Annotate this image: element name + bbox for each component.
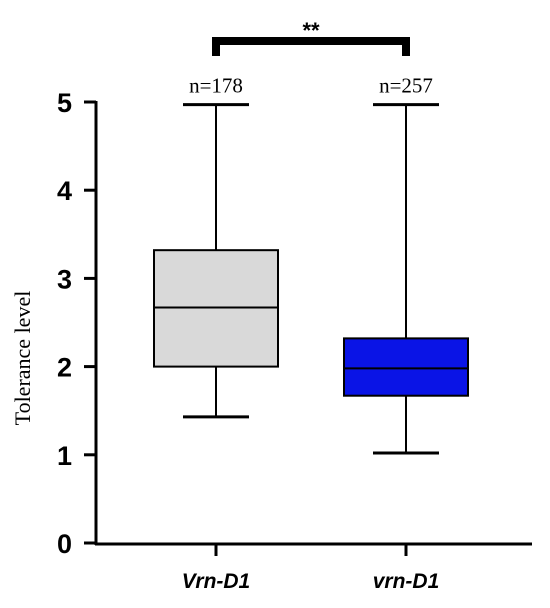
- bracket-line: [212, 37, 410, 56]
- y-axis-title: Tolerance level: [10, 291, 35, 426]
- y-tick-label: 5: [57, 88, 72, 118]
- sample-size-label: n=257: [379, 74, 433, 98]
- sample-size-label: n=178: [189, 74, 243, 98]
- y-tick-label: 1: [57, 441, 72, 471]
- iqr-box: [343, 337, 469, 397]
- y-ticks: 0 1 2 3 4 5: [57, 88, 96, 559]
- y-tick-label: 2: [57, 353, 72, 383]
- x-category-label: vrn-D1: [373, 570, 440, 593]
- x-category-label: Vrn-D1: [182, 570, 250, 593]
- y-tick-label: 0: [57, 529, 72, 559]
- significance-bracket: **: [212, 18, 410, 56]
- y-tick-label: 3: [57, 264, 72, 294]
- significance-stars: **: [302, 18, 320, 43]
- y-tick-label: 4: [57, 176, 72, 206]
- box-group: n=257 vrn-D1: [343, 74, 469, 593]
- boxes: n=178 Vrn-D1 n=257 vrn-D1: [153, 74, 469, 593]
- box-group: n=178 Vrn-D1: [153, 74, 279, 593]
